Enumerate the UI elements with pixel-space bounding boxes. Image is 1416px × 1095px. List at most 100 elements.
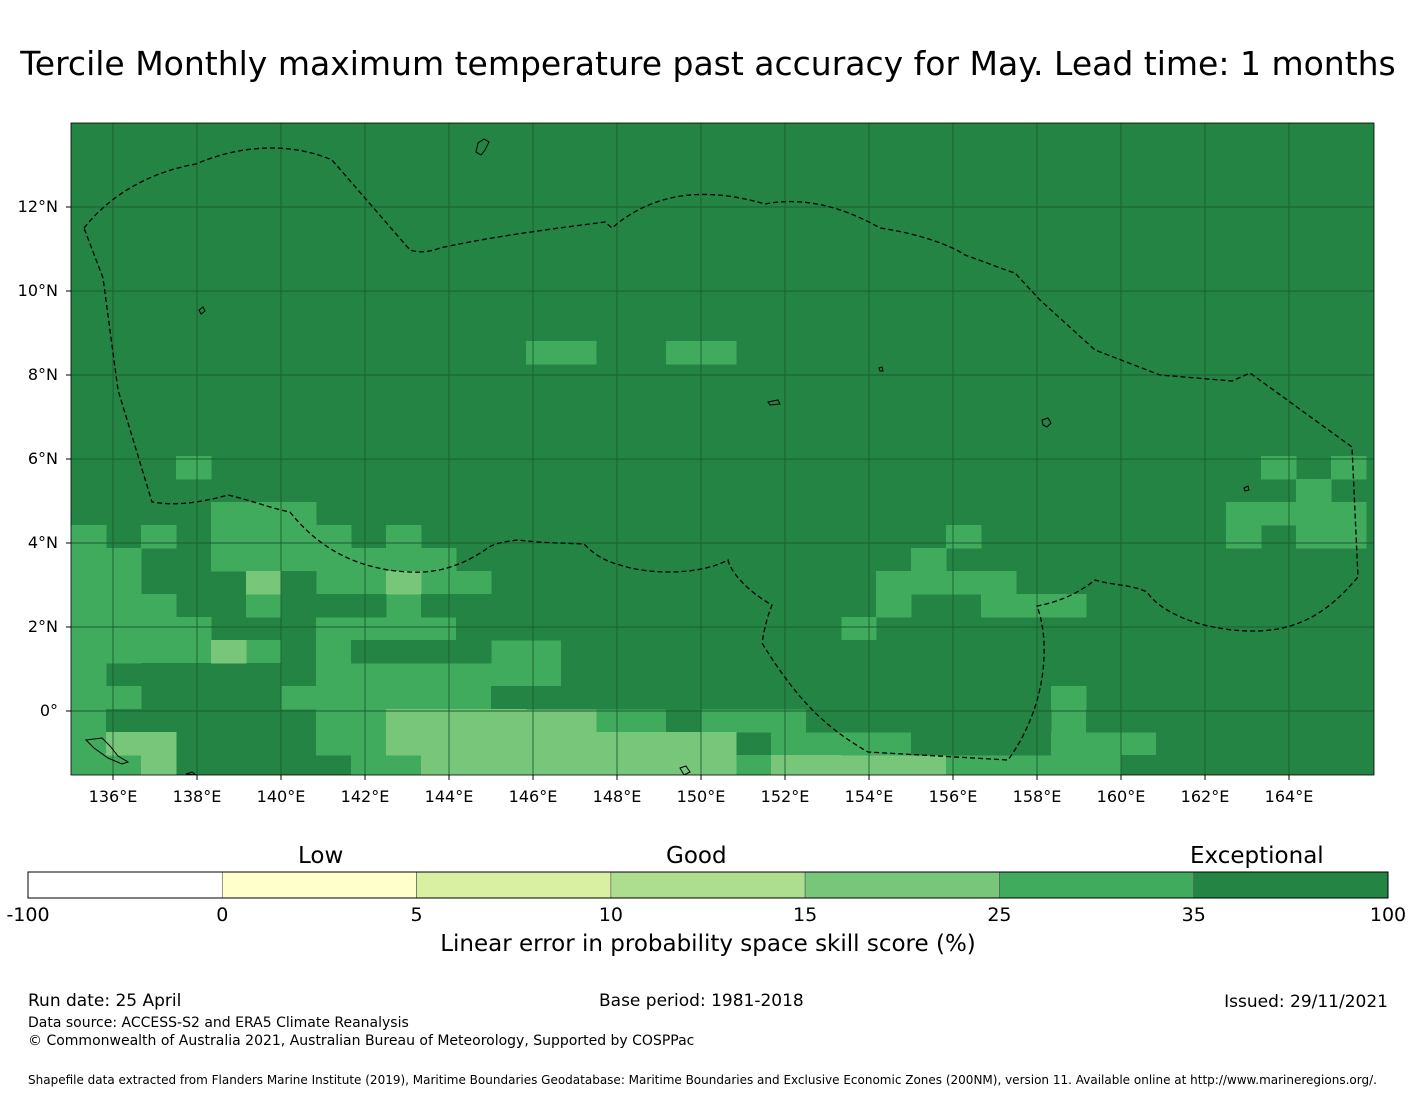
grid-cell: [281, 548, 317, 572]
lon-tick-label: 160°E: [1097, 787, 1146, 806]
grid-cell: [491, 732, 527, 756]
grid-cell: [176, 686, 212, 710]
grid-cell: [1051, 686, 1087, 710]
grid-cell: [386, 732, 422, 756]
grid-cell: [771, 709, 807, 733]
grid-cell: [596, 640, 632, 664]
grid-cell: [141, 709, 177, 733]
grid-cell: [281, 571, 317, 595]
grid-cell: [946, 732, 982, 756]
grid-cell: [561, 571, 597, 595]
colorbar-bin: [416, 871, 612, 899]
grid-cell: [351, 755, 387, 775]
island-outline: [767, 399, 781, 406]
grid-cell: [666, 686, 702, 710]
grid-cell: [981, 571, 1017, 595]
grid-cell: [176, 456, 212, 480]
island-outline: [1041, 417, 1052, 428]
skill-score-map: 136°E 138°E 140°E 142°E 144°E 146°E 148°E 150°E…: [18, 122, 1375, 806]
grid-cell: [106, 732, 142, 756]
grid-cell: [981, 663, 1017, 687]
grid-cell: [561, 686, 597, 710]
grid-cell: [841, 709, 877, 733]
grid-cell: [631, 571, 667, 595]
grid-cell: [946, 709, 982, 733]
island-outline: [1243, 485, 1250, 492]
grid-cell: [1121, 732, 1157, 756]
grid-cell: [1086, 732, 1122, 756]
grid-cell: [106, 640, 142, 664]
grid-cell: [946, 755, 982, 775]
grid-cell: [946, 640, 982, 664]
grid-cell: [526, 663, 562, 687]
grid-cell: [1051, 732, 1087, 756]
grid-cell: [106, 755, 142, 775]
grid-cell: [316, 640, 352, 664]
grid-cell: [561, 617, 597, 641]
grid-cell: [141, 594, 177, 618]
grid-cell: [771, 640, 807, 664]
grid-cell: [106, 617, 142, 641]
grid-cell: [281, 594, 317, 618]
grid-cell: [246, 686, 282, 710]
grid-cell: [631, 663, 667, 687]
colorbar-bin: [999, 871, 1195, 899]
grid-cell: [316, 571, 352, 595]
grid-cell: [1261, 502, 1297, 526]
lon-tick-label: 164°E: [1265, 787, 1314, 806]
grid-cell: [841, 617, 877, 641]
grid-cell: [316, 732, 352, 756]
grid-cell: [1156, 709, 1192, 733]
grid-cell: [386, 686, 422, 710]
grid-cell: [246, 640, 282, 664]
grid-cell: [1016, 732, 1052, 756]
grid-cell: [1051, 755, 1087, 775]
grid-cell: [176, 709, 212, 733]
grid-cell: [1331, 502, 1367, 526]
colorbar-bin: [221, 871, 417, 899]
grid-cell: [596, 755, 632, 775]
grid-cell: [211, 663, 247, 687]
grid-cell: [351, 640, 387, 664]
grid-cell: [211, 502, 247, 526]
grid-cell: [1051, 663, 1087, 687]
island-outline: [475, 138, 490, 156]
grid-cell: [71, 755, 107, 775]
grid-cell: [666, 594, 702, 618]
grid-cell: [596, 709, 632, 733]
grid-cell: [386, 663, 422, 687]
grid-cell: [1226, 755, 1262, 775]
grid-cell: [71, 571, 107, 595]
grid-cell: [806, 640, 842, 664]
grid-cell: [1296, 709, 1332, 733]
grid-cell: [71, 686, 107, 710]
grid-cell: [71, 617, 107, 641]
grid-cell: [246, 594, 282, 618]
lat-tick-label: 2°N: [28, 617, 58, 636]
grid-cell: [631, 686, 667, 710]
colorbar-tick-label: 5: [411, 904, 423, 926]
grid-cell: [771, 617, 807, 641]
grid-cell: [701, 709, 737, 733]
grid-cell: [351, 732, 387, 756]
grid-cell: [1191, 732, 1227, 756]
map-frame: [70, 122, 1375, 776]
grid-cell: [1331, 456, 1367, 480]
grid-cell: [1261, 709, 1297, 733]
grid-cell: [421, 663, 457, 687]
grid-cell: [491, 617, 527, 641]
colorbar-tick-label: 10: [599, 904, 623, 926]
grid-cell: [176, 640, 212, 664]
grid-cell: [1296, 479, 1332, 503]
grid-cell: [701, 617, 737, 641]
eez-boundary: [83, 147, 1359, 761]
grid-cell: [386, 617, 422, 641]
grid-cell: [1051, 709, 1087, 733]
grid-cell: [456, 663, 492, 687]
grid-cell: [876, 686, 912, 710]
colorbar-frame: [27, 871, 1389, 899]
grid-cell: [1331, 732, 1367, 756]
colorbar-bins: [27, 871, 1389, 899]
grid-cell: [1331, 709, 1367, 733]
grid-cell: [631, 709, 667, 733]
